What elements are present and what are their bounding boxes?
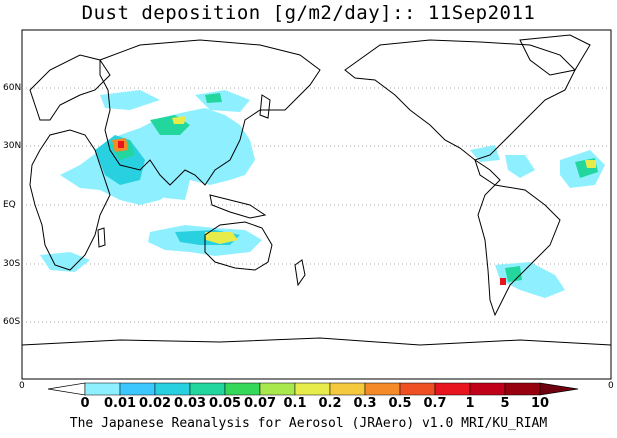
- colorbar-swatch: [189, 382, 226, 396]
- coastlines: [21, 34, 612, 346]
- dust-region-india: [150, 165, 190, 200]
- lat-label-eq: EQ: [3, 200, 16, 210]
- colorbar-swatch: [469, 382, 506, 396]
- map-frame: [21, 29, 612, 380]
- coast-new-zealand: [294, 259, 306, 287]
- lon-label-left: 0: [19, 381, 25, 391]
- lon-label-right: 0: [608, 381, 614, 391]
- dust-region-caribbean: [505, 155, 535, 178]
- coast-asia: [99, 39, 321, 186]
- dust-region-sa-red: [500, 278, 506, 285]
- coast-south-america: [477, 184, 561, 317]
- credit-line: The Japanese Reanalysis for Aerosol (JRA…: [69, 416, 548, 431]
- colorbar-tick-label: 0.5: [388, 396, 412, 411]
- colorbar-tick-label: 0.05: [208, 396, 242, 411]
- coast-japan: [259, 94, 271, 119]
- colorbar-swatch: [224, 382, 261, 396]
- coast-indonesia: [209, 194, 267, 219]
- coast-north-america: [344, 39, 576, 161]
- lat-label-30n: 30N: [3, 141, 22, 151]
- dust-region-southern-africa: [40, 252, 90, 272]
- colorbar-tick-label: 1: [465, 396, 475, 411]
- colorbar-swatch: [504, 382, 541, 396]
- lat-label-60n: 60N: [3, 83, 22, 93]
- colorbar-swatch: [259, 382, 296, 396]
- colorbar-swatch: [399, 382, 436, 396]
- colorbar-swatch: [84, 382, 121, 396]
- colorbar-tick-label: 0.7: [423, 396, 447, 411]
- colorbar-tick-label: 0.1: [283, 396, 307, 411]
- colorbar-tick-label: 10: [530, 396, 550, 411]
- colorbar: [47, 382, 579, 396]
- coast-greenland: [519, 34, 591, 76]
- dust-region-australia-yellow: [205, 232, 238, 244]
- colorbar-swatch: [294, 382, 331, 396]
- colorbar-arrow-high: [539, 382, 579, 396]
- colorbar-arrow-low: [47, 382, 86, 396]
- dust-region-red: [118, 141, 124, 148]
- colorbar-swatch: [154, 382, 191, 396]
- colorbar-tick-label: 0.3: [353, 396, 377, 411]
- lat-label-30s: 30S: [3, 259, 21, 269]
- colorbar-swatch: [119, 382, 156, 396]
- colorbar-tick-label: 0.07: [243, 396, 277, 411]
- colorbar-swatch: [434, 382, 471, 396]
- dust-region-north-africa: [60, 108, 255, 205]
- coast-europe: [29, 54, 111, 121]
- colorbar-swatch: [329, 382, 366, 396]
- lat-label-60s: 60S: [3, 317, 21, 327]
- colorbar-tick-label: 0.03: [173, 396, 207, 411]
- dust-region-asia-yellow: [172, 116, 186, 124]
- colorbar-tick-label: 0.02: [138, 396, 172, 411]
- colorbar-tick-label: 0: [80, 396, 90, 411]
- colorbar-tick-label: 0.2: [318, 396, 342, 411]
- dust-region-atlantic-yellow: [585, 160, 596, 168]
- colorbar-swatch: [364, 382, 401, 396]
- coast-africa: [29, 129, 111, 271]
- dust-region-sa-green: [505, 266, 522, 282]
- colorbar-tick-label: 0.01: [103, 396, 137, 411]
- colorbar-tick-label: 5: [500, 396, 510, 411]
- dust-region-north: [100, 90, 160, 110]
- map-title: Dust deposition [g/m2/day]:: 11Sep2011: [81, 2, 536, 24]
- dust-region-na: [470, 145, 500, 162]
- coast-madagascar: [97, 227, 106, 248]
- dust-field: [40, 90, 605, 298]
- dust-region-asia-green: [205, 93, 222, 103]
- coast-antarctica: [21, 337, 612, 346]
- coast-central-america: [474, 158, 501, 186]
- coast-australia: [204, 221, 273, 271]
